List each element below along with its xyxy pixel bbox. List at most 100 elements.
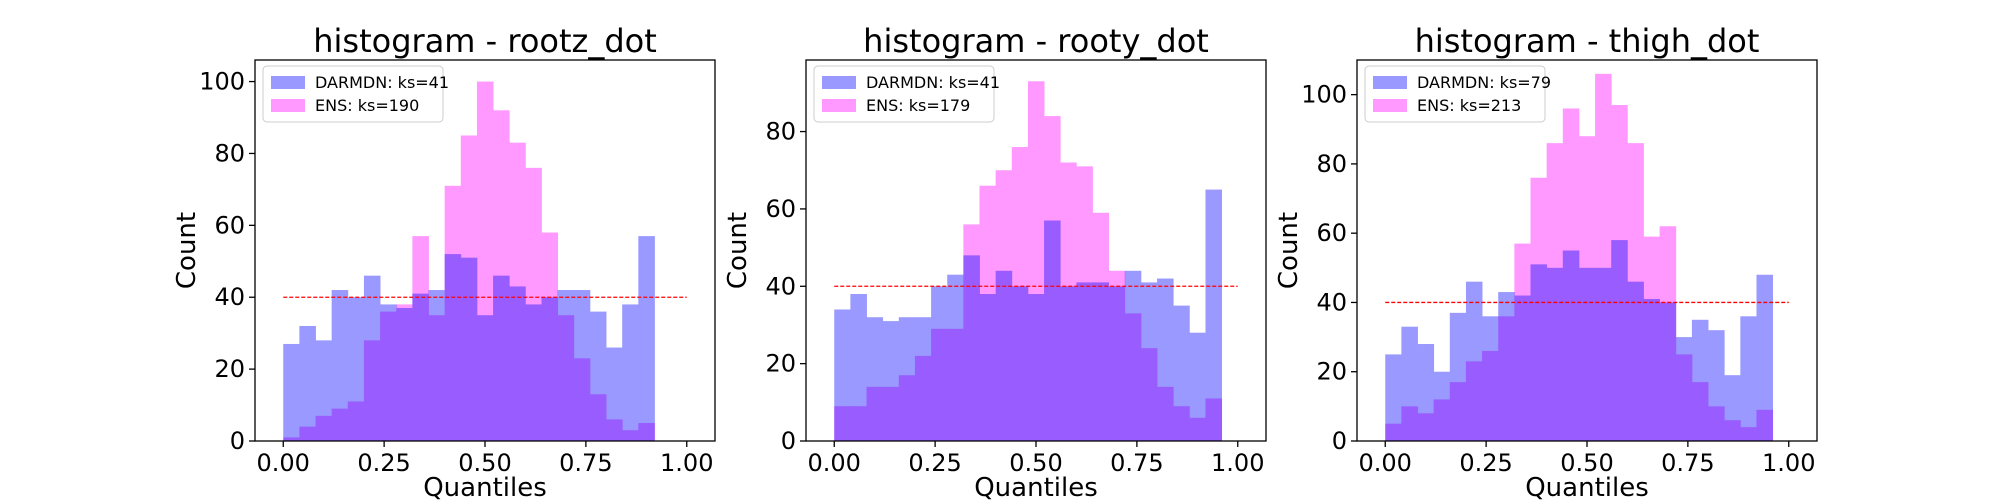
- histogram-bar: [1044, 116, 1061, 441]
- x-axis-label: Quantiles: [974, 473, 1098, 503]
- histogram-bar: [1756, 274, 1774, 441]
- legend-swatch: [271, 76, 305, 89]
- x-tick-label: 0.75: [1661, 449, 1714, 477]
- histogram-bar: [1562, 108, 1580, 441]
- panel-thigh-dot: 0.00 0.25 0.50 0.75 1.00 0 20 40 60 80 100 histogra…: [1274, 22, 1818, 503]
- x-tick-label: 0.50: [1560, 449, 1613, 477]
- legend-swatch: [1373, 99, 1407, 112]
- histogram-bar: [995, 170, 1013, 441]
- histogram-bar: [1659, 226, 1677, 441]
- histogram-bar: [1027, 81, 1045, 441]
- histogram-bar: [1076, 166, 1093, 442]
- legend-label: ENS: ks=190: [315, 96, 419, 115]
- histogram-bar: [622, 430, 639, 441]
- histogram-bar: [1092, 212, 1110, 441]
- histogram-bar: [1060, 162, 1077, 441]
- histogram-bar: [1546, 143, 1564, 442]
- histogram-bar: [380, 311, 397, 441]
- legend-swatch: [822, 76, 856, 89]
- histogram-bar: [914, 355, 932, 441]
- y-tick-label: 60: [1316, 219, 1347, 247]
- histogram-bar: [1724, 420, 1741, 441]
- x-tick-label: 1.00: [1211, 449, 1264, 477]
- y-tick-label: 20: [1316, 358, 1347, 386]
- histogram-bar: [850, 294, 867, 441]
- histogram-bar: [331, 408, 349, 441]
- histogram-bar: [493, 110, 510, 442]
- x-axis-label: Quantiles: [423, 473, 547, 503]
- histogram-bar: [509, 142, 526, 442]
- histogram-bar: [396, 304, 413, 441]
- histogram-bar: [1189, 417, 1206, 441]
- y-tick-label: 40: [1316, 288, 1347, 316]
- histogram-bar: [1611, 105, 1628, 441]
- histogram-bar: [882, 386, 900, 441]
- x-tick-label: 0.75: [1110, 449, 1163, 477]
- histogram-bar: [1189, 332, 1206, 441]
- histogram-bar: [589, 394, 607, 441]
- y-tick-label: 100: [1301, 81, 1347, 109]
- x-tick-label: 0.25: [357, 449, 410, 477]
- y-tick-label: 40: [214, 283, 245, 311]
- chart-title: histogram - rootz_dot: [313, 22, 657, 60]
- y-tick-label: 60: [214, 211, 245, 239]
- legend-box: [1364, 65, 1546, 123]
- histogram-bar: [1449, 382, 1467, 441]
- histogram-bar: [363, 340, 381, 441]
- histogram-bar: [299, 426, 316, 441]
- histogram-bar: [412, 236, 429, 441]
- histogram-bar: [1157, 386, 1174, 441]
- x-tick-label: 1.00: [1762, 449, 1815, 477]
- histogram-bar: [460, 135, 478, 441]
- histogram-bar: [898, 375, 916, 441]
- y-tick-label: 20: [765, 350, 796, 378]
- histogram-bar: [1643, 236, 1661, 441]
- histogram-bar: [1417, 413, 1435, 441]
- histogram-bar: [476, 81, 494, 441]
- histogram-bar: [347, 401, 365, 441]
- histogram-bar: [1482, 350, 1499, 441]
- histogram-bar: [1011, 147, 1029, 441]
- x-tick-label: 1.00: [660, 449, 713, 477]
- legend: DARMDN: ks=79 ENS: ks=213: [1364, 65, 1551, 123]
- legend-label: DARMDN: ks=41: [866, 73, 1000, 92]
- histogram-bar: [834, 406, 851, 441]
- histogram-bar: [850, 406, 867, 441]
- histogram-bar: [315, 415, 333, 441]
- legend-label: ENS: ks=213: [1417, 96, 1521, 115]
- y-axis-label: Count: [723, 212, 753, 289]
- y-tick-label: 80: [214, 139, 245, 167]
- histogram-bar: [1756, 409, 1774, 441]
- histogram-bar: [541, 232, 559, 441]
- histogram-bar: [638, 423, 655, 441]
- y-tick-label: 100: [199, 68, 245, 96]
- histogram-bar: [1124, 313, 1142, 441]
- histogram-bar: [1205, 189, 1223, 441]
- histogram-bar: [1108, 270, 1126, 441]
- y-tick-label: 80: [765, 118, 796, 146]
- histogram-bar: [866, 386, 884, 441]
- series-ens-bars: [834, 81, 1223, 442]
- chart-title: histogram - thigh_dot: [1415, 22, 1760, 60]
- x-tick-label: 0.00: [1359, 449, 1412, 477]
- x-axis-label: Quantiles: [1525, 473, 1649, 503]
- y-axis-label: Count: [1274, 212, 1304, 289]
- histogram-bar: [1595, 73, 1612, 441]
- histogram-bar: [331, 290, 349, 441]
- y-tick-label: 40: [765, 272, 796, 300]
- histogram-bar: [557, 315, 575, 441]
- histogram-bar: [1498, 316, 1515, 441]
- histogram-bar: [1514, 243, 1531, 441]
- x-tick-label: 0.50: [1009, 449, 1062, 477]
- histogram-bar: [931, 328, 948, 441]
- series-ens-bars: [283, 81, 655, 442]
- y-tick-label: 0: [230, 427, 245, 455]
- y-axis-label: Count: [172, 212, 202, 289]
- x-tick-label: 0.25: [1459, 449, 1512, 477]
- histogram-bar: [428, 315, 446, 441]
- x-tick-label: 0.75: [559, 449, 612, 477]
- panel-rootz-dot: 0.00 0.25 0.50 0.75 1.00 0 20 40 60 80 100 histogra…: [172, 22, 716, 503]
- legend: DARMDN: ks=41 ENS: ks=190: [262, 65, 449, 123]
- legend-box: [262, 65, 444, 123]
- histogram-bar: [1140, 348, 1158, 441]
